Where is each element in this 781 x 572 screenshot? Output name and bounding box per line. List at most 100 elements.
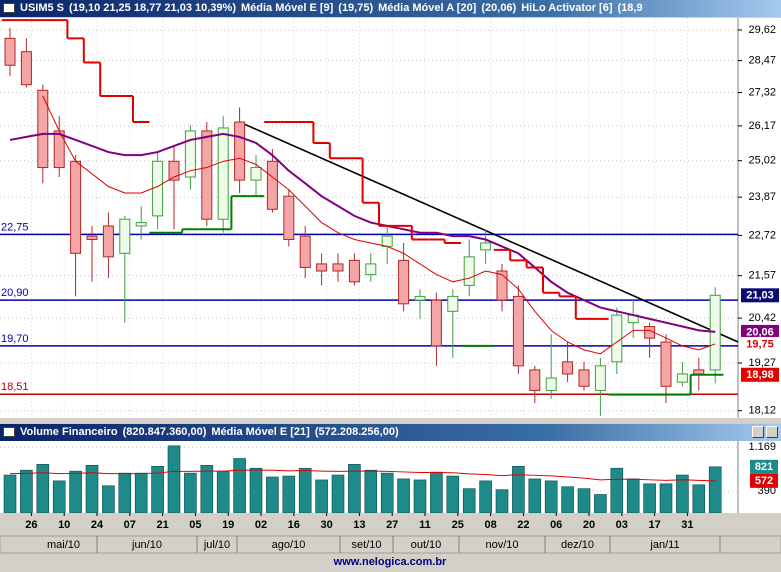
month-label: ago/10 xyxy=(272,539,306,551)
volume-tag-box xyxy=(750,459,778,474)
candle-body xyxy=(414,295,426,301)
candle-body xyxy=(119,218,131,254)
level-label: 19,70 xyxy=(1,333,29,345)
x-tick-label: 31 xyxy=(681,519,693,531)
ma-tag-box xyxy=(741,336,779,351)
x-tick-label: 20 xyxy=(583,519,595,531)
legend-name: Média Móvel E [21] xyxy=(211,426,310,438)
volume-bar xyxy=(266,476,279,514)
close-button[interactable] xyxy=(766,426,778,438)
candle-body xyxy=(135,222,147,227)
month-label: jun/10 xyxy=(131,539,162,551)
moving-average xyxy=(9,132,716,333)
volume-bar xyxy=(413,479,427,514)
hilo-tag-box xyxy=(741,367,779,382)
y-tick-label: 26,17 xyxy=(748,120,776,132)
volume-bar xyxy=(708,466,722,514)
candle-body xyxy=(676,373,688,383)
candle-body xyxy=(299,235,311,268)
x-tick-label: 25 xyxy=(452,519,464,531)
volume-bar xyxy=(3,474,17,514)
month-label: out/10 xyxy=(411,539,442,551)
x-tick-label: 16 xyxy=(288,519,300,531)
volume-bar xyxy=(69,470,82,514)
y-tick-label: 28,47 xyxy=(748,55,776,67)
volume-bar xyxy=(20,469,33,514)
candle-body xyxy=(463,256,475,286)
volume-bar xyxy=(134,472,148,514)
ma-tag: 19,75 xyxy=(746,338,774,350)
y-tick-label: 23,87 xyxy=(748,191,776,203)
candle-body xyxy=(365,263,377,276)
candle-body xyxy=(37,89,49,169)
date-axis xyxy=(0,513,781,535)
candle-body xyxy=(70,160,82,254)
volume-tag: 821 xyxy=(755,461,773,473)
candle-body xyxy=(578,369,590,387)
x-tick-label: 03 xyxy=(616,519,628,531)
candle-body xyxy=(709,294,721,371)
candle-body xyxy=(250,167,262,181)
candle-body xyxy=(234,121,246,181)
y-tick-label: 29,62 xyxy=(748,24,776,36)
legend-value: (20,06) xyxy=(481,2,517,14)
panel-icon xyxy=(3,427,15,437)
candle-body xyxy=(529,369,541,391)
y-tick-label: 27,32 xyxy=(748,86,776,98)
volume-bar xyxy=(380,472,394,514)
x-tick-label: 22 xyxy=(517,519,529,531)
price-title-bar: USIM5 S (19,10 21,25 18,77 21,03 10,39%)… xyxy=(0,0,781,17)
x-tick-label: 19 xyxy=(222,519,234,531)
candle-body xyxy=(496,270,508,301)
level-label: 20,90 xyxy=(1,287,29,299)
candle-body xyxy=(594,365,606,391)
candle-body xyxy=(611,314,623,363)
volume-ma-tag: 572 xyxy=(755,475,773,487)
x-tick-label: 21 xyxy=(156,519,168,531)
x-tick-label: 30 xyxy=(320,519,332,531)
legend-name: Média Móvel E [9] xyxy=(240,2,334,14)
panel-icon xyxy=(3,3,15,13)
x-tick-label: 08 xyxy=(484,519,496,531)
month-label: mai/10 xyxy=(47,539,80,551)
volume-bar xyxy=(561,486,574,514)
legend-value: (18,9 xyxy=(617,2,643,14)
x-tick-label: 06 xyxy=(550,519,562,531)
volume-bar xyxy=(397,478,410,514)
candle-body xyxy=(660,341,672,387)
x-tick-label: 27 xyxy=(386,519,398,531)
candle-body xyxy=(184,130,196,178)
moving-average xyxy=(42,95,716,355)
ma-tag-box xyxy=(741,324,779,339)
volume-bar xyxy=(298,467,312,514)
candle-body xyxy=(480,242,492,251)
volume-bar xyxy=(200,464,214,514)
candle-body xyxy=(430,299,442,347)
x-tick-label: 26 xyxy=(25,519,37,531)
ohlc-label: (19,10 21,25 18,77 21,03 10,39%) xyxy=(69,2,236,14)
candle-body xyxy=(201,130,213,220)
y-tick-label: 390 xyxy=(758,485,776,497)
volume-bar xyxy=(118,472,132,514)
candle-body xyxy=(348,259,360,283)
x-tick-label: 11 xyxy=(419,519,431,531)
close-tag-box xyxy=(741,288,779,303)
volume-bar xyxy=(167,445,181,514)
volume-bar xyxy=(495,489,509,514)
candle-body xyxy=(562,361,574,375)
footer: www.nelogica.com.br xyxy=(333,556,447,568)
candle-body xyxy=(152,160,164,217)
volume-bar xyxy=(233,458,246,514)
volume-ma-tag-box xyxy=(750,473,778,488)
candle-body xyxy=(316,263,328,272)
candle-body xyxy=(102,225,114,258)
volume-bar xyxy=(102,485,115,514)
volume-bar xyxy=(512,466,525,514)
volume-chart: 1.169 390 821 572 26 10 24 07 21 05 19 02 16 30 13 27 11… xyxy=(0,441,781,568)
x-tick-label: 02 xyxy=(255,519,267,531)
volume-title: Volume Financeiro xyxy=(20,426,118,438)
legend-value: (572.208.256,00) xyxy=(314,426,399,438)
minimize-button[interactable] xyxy=(752,426,764,438)
x-tick-label: 13 xyxy=(353,519,365,531)
